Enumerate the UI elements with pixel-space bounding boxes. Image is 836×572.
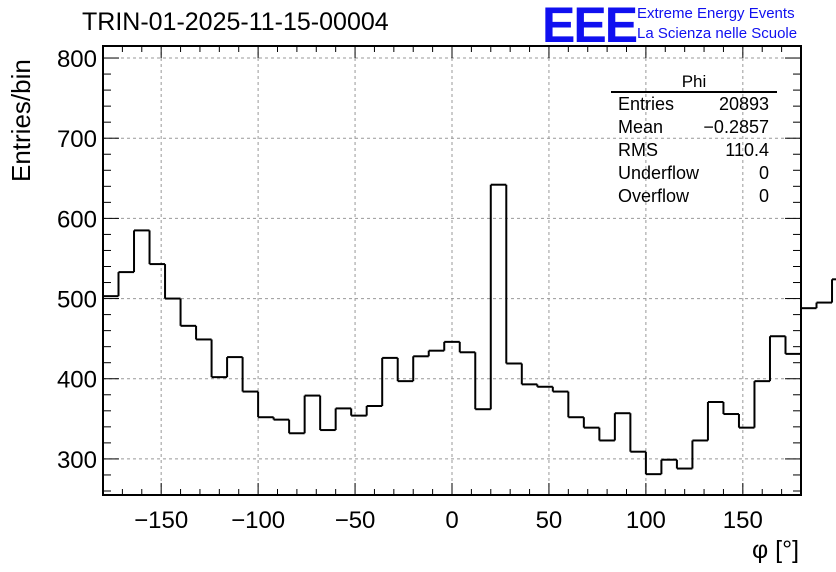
stats-title: Phi [611,72,777,93]
y-tick-label: 300 [57,447,97,474]
stats-row-overflow: Overflow 0 [611,185,777,208]
stats-label: Overflow [618,186,690,206]
stats-row-underflow: Underflow 0 [611,162,777,185]
x-tick-label: −50 [335,507,376,534]
stats-value: 20893 [718,94,769,114]
stats-value: 0 [758,163,769,183]
x-axis-label: φ [°] [752,536,800,564]
y-axis-label: Entries/bin [6,59,36,182]
stats-label: Mean [618,117,664,137]
logo-line1: Extreme Energy Events [637,5,795,22]
stats-row-rms: RMS 110.4 [611,139,777,162]
stats-row-mean: Mean −0.2857 [611,116,777,139]
x-tick-label: 150 [723,507,763,534]
y-tick-label: 400 [57,367,97,394]
stats-value: 0 [758,186,769,206]
x-tick-label: 0 [445,507,458,534]
y-tick-label: 600 [57,206,97,233]
stats-label: Underflow [618,163,700,183]
stats-value: 110.4 [725,140,769,160]
y-tick-label: 500 [57,287,97,314]
x-tick-label: −100 [231,507,285,534]
stats-box: Phi Entries 20893 Mean −0.2857 RMS 110.4… [611,72,777,208]
logo-line2: La Scienza nelle Scuole [637,25,798,42]
stats-value: −0.2857 [703,117,769,137]
plot-frame [102,45,802,496]
y-tick-label: 700 [57,126,97,153]
eee-logo: EEE [542,0,638,53]
stats-label: Entries [618,94,675,114]
x-tick-label: 50 [536,507,563,534]
x-tick-label: 100 [626,507,666,534]
x-tick-label: −150 [134,507,188,534]
stats-row-entries: Entries 20893 [611,93,777,116]
y-tick-label: 800 [57,46,97,73]
chart-title: TRIN-01-2025-11-15-00004 [82,8,389,36]
stats-label: RMS [618,140,658,160]
